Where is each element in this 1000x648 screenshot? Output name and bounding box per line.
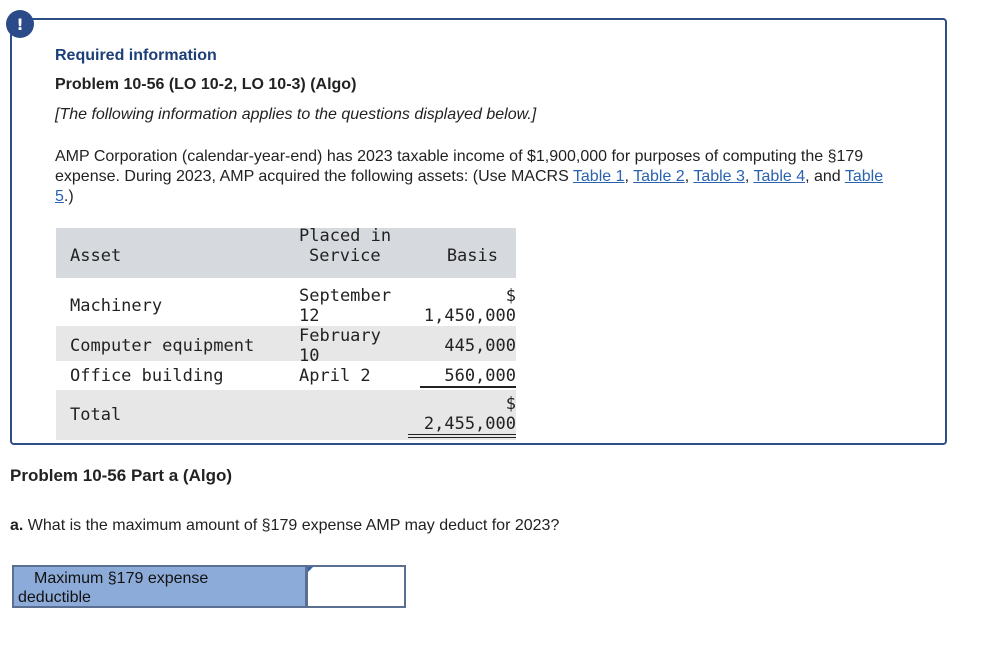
placed-date: April 2 (299, 366, 371, 386)
input-indicator-icon (308, 567, 313, 572)
table-total-row: Total $ 2,455,000 (56, 390, 516, 440)
asset-name: Computer equipment (70, 336, 255, 356)
question-body: What is the maximum amount of §179 expen… (23, 517, 560, 534)
answer-label-line1: Maximum §179 expense (34, 570, 209, 587)
placed-date-line1: September (299, 286, 392, 306)
basis-currency: $ (505, 286, 516, 306)
macrs-table-4-link[interactable]: Table 4 (753, 168, 806, 185)
total-value-underlined: 2,455,000 (408, 414, 516, 438)
macrs-table-5-link[interactable]: Table 5 (55, 168, 884, 205)
question-text: a. What is the maximum amount of §179 ex… (10, 517, 559, 535)
header-placed-line2: Service (309, 246, 381, 266)
asset-name: Machinery (70, 296, 163, 316)
separator: , (744, 168, 754, 185)
total-currency: $ (505, 394, 516, 414)
max-179-deduction-input[interactable] (306, 565, 406, 608)
table-row: Office building April 2 560,000 (56, 361, 516, 390)
header-asset: Asset (70, 246, 122, 266)
basis-value: 560,000 (420, 366, 516, 388)
placed-date-line2: 10 (299, 346, 320, 366)
table-header-row: Asset Placed in Service Basis (56, 226, 516, 278)
answer-label-line2: deductible (18, 589, 91, 606)
question-prefix: a. (10, 517, 24, 534)
problem-description: AMP Corporation (calendar-year-end) has … (55, 147, 895, 207)
placed-date-line1: February (299, 326, 381, 346)
alert-icon: ! (6, 10, 34, 38)
basis-value-underlined: 560,000 (420, 366, 516, 388)
required-info-heading: Required information (55, 47, 217, 64)
macrs-table-3-link[interactable]: Table 3 (693, 168, 745, 185)
description-end: .) (63, 188, 74, 205)
applies-note: [The following information applies to th… (55, 106, 537, 123)
macrs-table-1-link[interactable]: Table 1 (572, 168, 625, 185)
separator: , (624, 168, 634, 185)
table-row: Computer equipment February 10 445,000 (56, 326, 516, 366)
separator: , and (805, 168, 845, 185)
total-label: Total (70, 405, 122, 425)
header-placed-line1: Placed in (299, 226, 392, 246)
table-row: Machinery September 12 $ 1,450,000 (56, 278, 516, 326)
basis-value: 1,450,000 (423, 306, 516, 326)
description-text: AMP Corporation (calendar-year-end) has … (55, 148, 864, 185)
total-value: 2,455,000 (408, 414, 516, 438)
separator: , (684, 168, 694, 185)
basis-value: 445,000 (444, 336, 516, 356)
part-title: Problem 10-56 Part a (Algo) (10, 466, 233, 485)
placed-date-line2: 12 (299, 306, 320, 326)
problem-title: Problem 10-56 (LO 10-2, LO 10-3) (Algo) (55, 76, 357, 93)
macrs-table-2-link[interactable]: Table 2 (633, 168, 685, 185)
required-info-panel: Required information Problem 10-56 (LO 1… (10, 18, 947, 445)
asset-name: Office building (70, 366, 224, 386)
answer-label: Maximum §179 expense deductible (12, 565, 307, 608)
header-basis: Basis (446, 246, 498, 266)
